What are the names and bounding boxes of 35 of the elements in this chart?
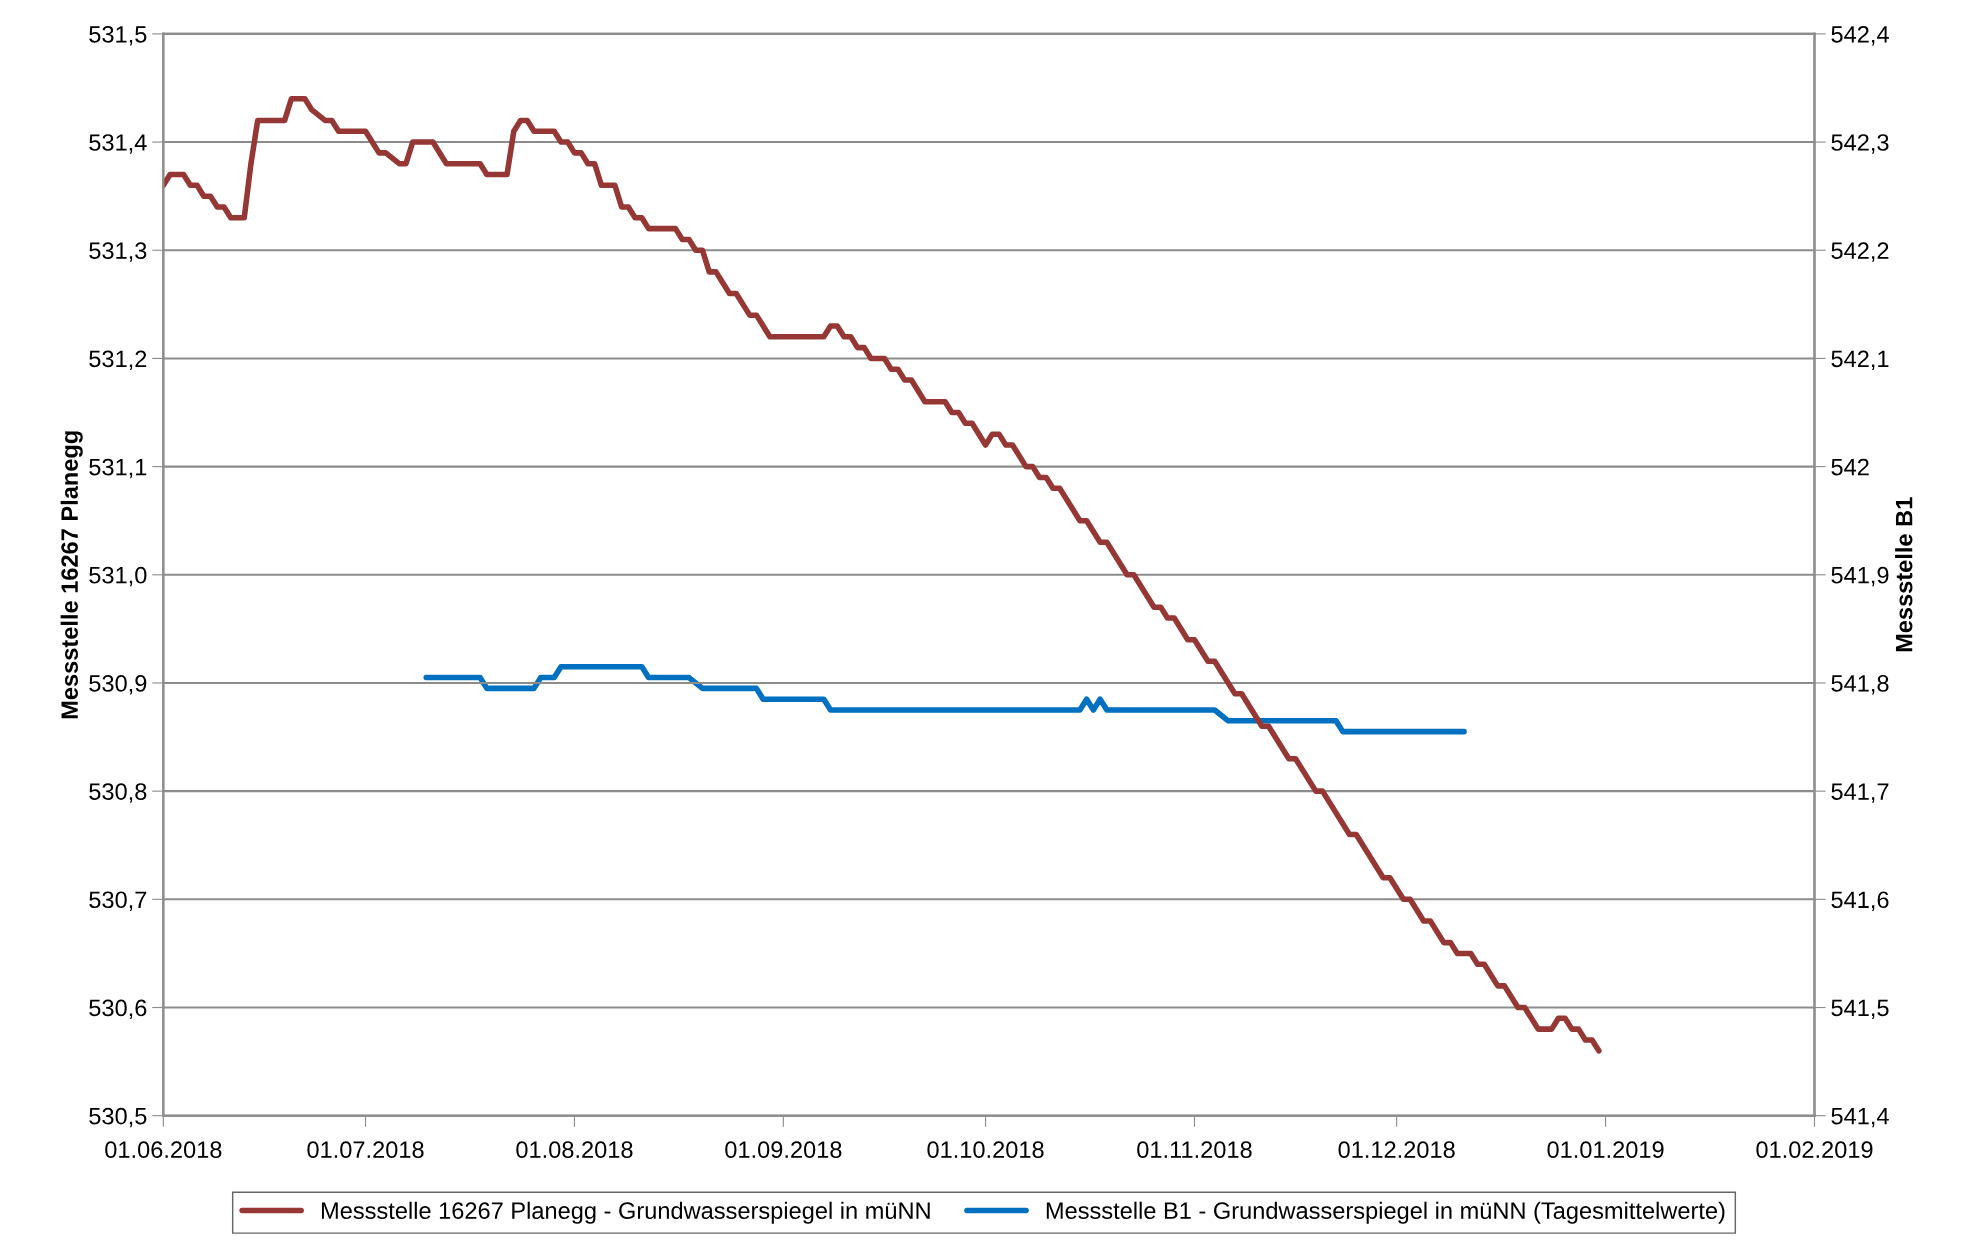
y2-tick-label: 541,9 [1831,566,1889,587]
y-tick-label: 531,4 [89,134,147,154]
y2-tick-label: 541,4 [1831,1108,1889,1128]
y2-tick-label: 541,5 [1831,999,1889,1020]
y-tick-label: 531,5 [89,25,147,46]
x-tick-label: 01.12.2018 [1338,1141,1455,1159]
y2-tick-label: 541,8 [1831,675,1889,695]
y2-tick-label: 541,6 [1831,891,1889,911]
x-tick-label: 01.06.2018 [105,1141,222,1159]
legend-label: Messstelle B1 - Grundwasserspiegel in müNN (Tagesmittelwerte) [1046,1201,1725,1224]
y2-tick-label: 542,1 [1831,350,1889,370]
y2-tick-label: 542 [1831,458,1869,476]
y-axis-title: Messstelle 16267 Planegg [60,431,83,719]
y-tick-label: 531,1 [89,458,147,479]
y2-tick-label: 542,2 [1831,242,1889,262]
y-tick-label: 531,3 [89,242,147,262]
y-tick-label: 530,9 [89,675,147,695]
x-tick-label: 01.08.2018 [516,1141,633,1159]
y-tick-label: 531,0 [89,566,147,587]
y2-tick-label: 542,3 [1831,134,1889,154]
y2-tick-label: 541,7 [1831,783,1889,803]
x-tick-label: 01.07.2018 [307,1141,424,1159]
y-tick-label: 530,8 [89,783,147,803]
x-tick-label: 01.10.2018 [927,1141,1044,1159]
legend-label: Messstelle 16267 Planegg - Grundwasserspiegel in müNN [321,1201,930,1224]
y-tick-label: 531,2 [89,350,147,370]
y-tick-label: 530,7 [89,891,147,911]
x-tick-label: 01.01.2019 [1547,1141,1664,1159]
x-tick-label: 01.11.2018 [1137,1141,1252,1159]
y2-axis-title: Messstelle B1 [1895,497,1913,652]
x-tick-label: 01.09.2018 [725,1141,842,1159]
y-tick-label: 530,5 [89,1107,147,1128]
y2-tick-label: 542,4 [1831,25,1889,46]
y-tick-label: 530,6 [89,999,147,1020]
x-tick-label: 01.02.2019 [1756,1141,1873,1159]
